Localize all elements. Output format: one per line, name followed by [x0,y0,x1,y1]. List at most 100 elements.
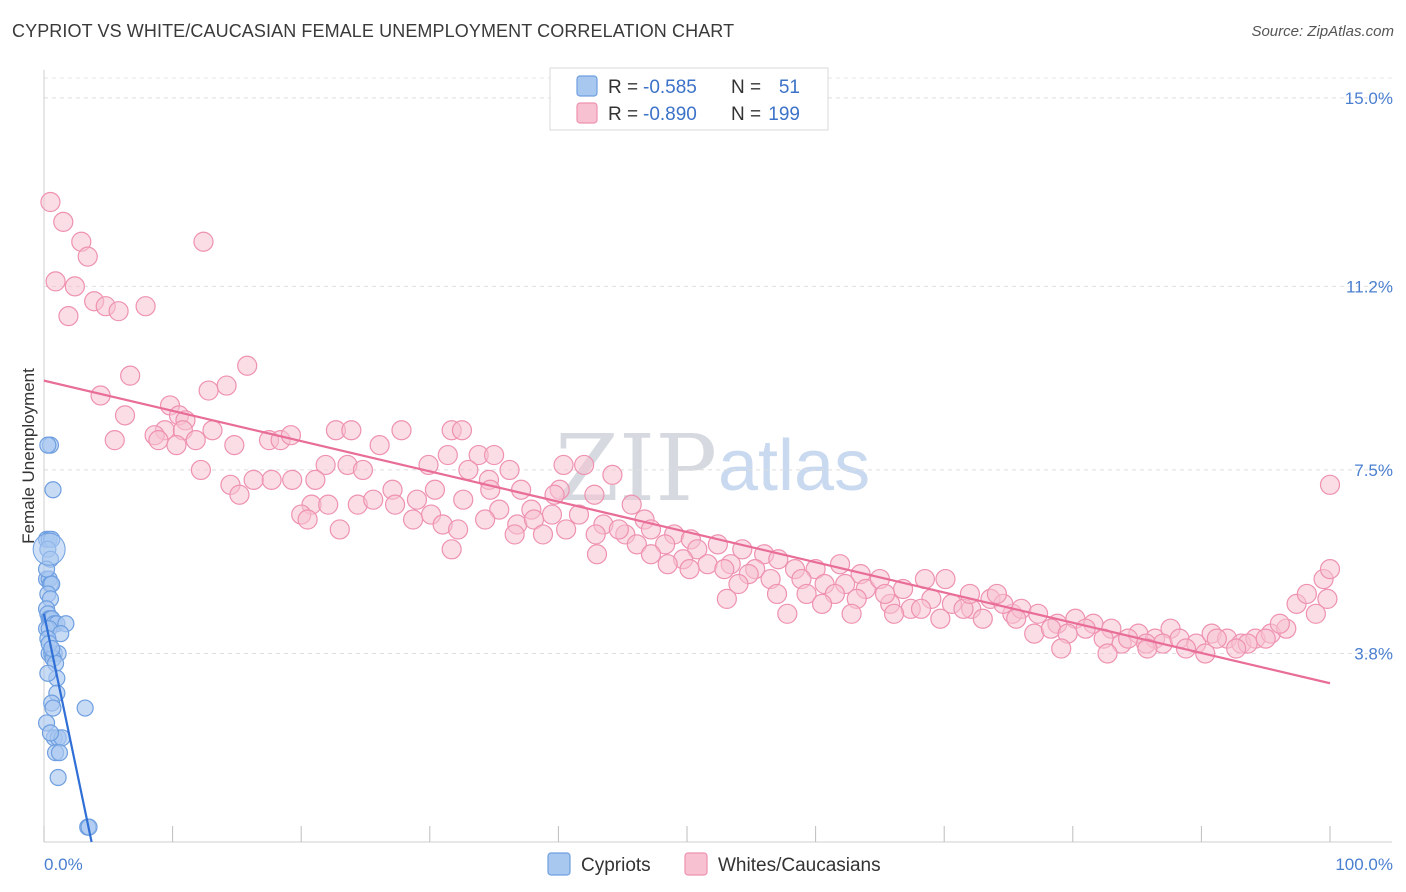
whites-point [1226,638,1247,659]
whites-point [511,479,532,500]
whites-point [198,380,219,401]
whites-point [352,459,374,481]
whites-point [282,469,303,490]
trend-lines [42,379,1331,843]
whites-point [935,568,956,590]
whites-point [190,459,211,481]
whites-point [1317,588,1338,610]
whites-point [829,554,851,575]
whites-point [406,489,428,510]
whites-point [586,544,608,565]
cypriots-point [50,744,69,762]
bottom-legend-swatch-cypriots [547,852,571,876]
cypriots-point [44,481,62,499]
whites-point [441,539,462,560]
whites-point [523,509,545,530]
cypriots-point [39,436,57,454]
whites-point [972,608,993,629]
whites-point [261,469,282,490]
whites-point [453,489,474,510]
whites-point [796,583,817,605]
whites-point [1097,643,1118,664]
whites-point [584,484,605,505]
whites-point [451,420,473,441]
whites-point [315,454,336,476]
whites-trend-line [43,379,1331,685]
whites-point [114,405,136,426]
whites-point [930,608,951,629]
whites-point [108,301,129,322]
whites-point [402,509,424,530]
whites-point [148,430,169,451]
legend-n-value-whites: 199 [768,104,800,125]
whites-point [474,509,496,530]
whites-point [216,375,237,396]
whites-point [185,430,206,451]
whites-point [77,246,98,267]
whites-point [504,524,525,545]
whites-point [447,519,469,540]
x-tick-label-min: 0.0% [44,855,83,874]
whites-point [640,544,662,565]
whites-point [58,306,79,327]
whites-point [202,420,223,441]
bottom-legend-label-whites: Whites/Caucasians [718,855,881,876]
cypriots-point-cluster [32,532,66,566]
bottom-legend-label-cypriots: Cypriots [581,855,651,876]
whites-point [811,593,833,614]
whites-point [135,296,156,317]
whites-point [40,191,61,213]
whites-point [716,588,737,610]
whites-point [883,603,905,624]
whites-point [391,420,412,441]
source-credit: Source: ZipAtlas.com [1251,23,1394,40]
cypriots-point [49,768,67,787]
whites-point [1206,628,1227,649]
whites-point [297,509,318,530]
whites-point [728,573,749,595]
whites-point [1319,559,1341,580]
whites-point [224,435,245,456]
whites-point [499,459,520,481]
y-tick-label: 11.2% [1346,277,1393,296]
whites-point [532,524,554,545]
whites-point [986,583,1008,605]
whites-point [608,519,629,540]
whites-point [384,494,406,515]
whites-point [679,559,700,580]
y-tick-label: 15.0% [1345,89,1393,108]
legend-n-value-cypriots: 51 [779,77,800,98]
x-tick-label-max: 100.0% [1335,855,1393,874]
whites-point [166,435,187,456]
legend-n-label-whites: N = [731,104,761,125]
whites-point [841,603,862,624]
cypriots-point [44,699,62,717]
cypriots-point [76,699,94,717]
whites-point [53,211,74,232]
whites-point [777,603,798,624]
whites-point [766,583,788,605]
series-whites-points [40,191,1341,664]
whites-point [229,484,250,505]
legend-r-value-whites: -0.890 [643,104,697,125]
series-cypriots-points [32,436,98,836]
legend-r-label-cypriots: R = [608,77,638,98]
whites-point [1305,603,1326,624]
whites-point [104,430,125,451]
whites-point [1006,608,1027,629]
whites-point [1255,628,1276,649]
whites-point [541,504,563,525]
whites-point [1051,638,1072,659]
whites-point [458,459,479,481]
whites-point [1024,623,1045,644]
whites-point [655,534,676,555]
whites-point [1269,613,1290,634]
y-tick-labels: 3.8% 7.5% 11.2% 15.0% [1345,89,1393,664]
whites-point [874,583,896,605]
whites-point [341,420,362,441]
whites-point [626,534,647,555]
whites-point [243,469,264,490]
whites-point [424,479,446,500]
legend-n-label-cypriots: N = [731,77,761,98]
